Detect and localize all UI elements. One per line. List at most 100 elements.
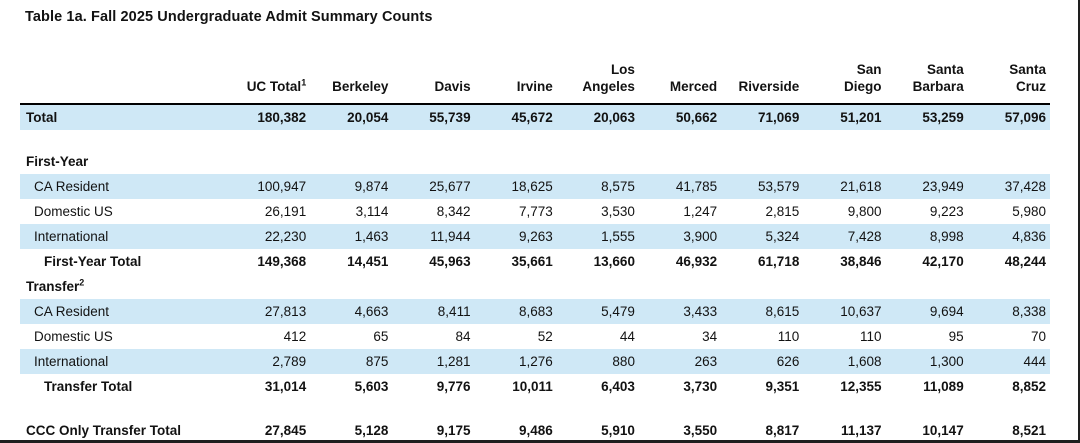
cell: 5,603: [354, 379, 389, 394]
cell: 3,530: [601, 204, 635, 219]
cell: 42,170: [922, 254, 964, 269]
cell: [968, 274, 1050, 299]
spacer-cell: [20, 399, 1050, 418]
row-label: International: [20, 349, 229, 374]
table-row: CCC Only Transfer Total 27,845 5,128 9,175 9…: [20, 418, 1050, 440]
cell: 412: [283, 329, 307, 344]
cell: 9,223: [929, 204, 964, 219]
table-row: CA Resident 27,813 4,663 8,411 8,683 5,479 3,4…: [20, 299, 1050, 324]
cell: 8,817: [765, 423, 800, 438]
cell: [228, 149, 310, 174]
cell: 8,521: [1012, 423, 1046, 438]
cell: 9,486: [518, 423, 553, 438]
cell: 875: [310, 349, 393, 374]
cell: 11,137: [840, 423, 882, 438]
cell: 149,368: [257, 254, 307, 269]
table-row: CA Resident 100,947 9,874 25,677 18,625 8,575…: [20, 174, 1050, 199]
cell: 1,608: [803, 349, 886, 374]
cell: 35,661: [511, 254, 553, 269]
cell: 8,683: [474, 299, 557, 324]
row-label: Transfer Total: [44, 379, 133, 394]
cell: 8,575: [556, 174, 639, 199]
cell: 9,874: [310, 174, 393, 199]
column-header-merced: Merced: [638, 40, 722, 105]
cell: [803, 274, 885, 299]
cell: 11,944: [392, 224, 475, 249]
cell: 8,342: [436, 204, 471, 219]
cell: 57,096: [967, 104, 1050, 130]
cell: 25,677: [392, 174, 475, 199]
cell: 9,776: [436, 379, 471, 394]
row-label: Total: [20, 104, 229, 130]
cell: 8,411: [392, 299, 475, 324]
table-header: UC Total1 Berkeley Davis Irvine Los Angeles Me…: [20, 40, 1050, 105]
cell: 53,579: [721, 174, 804, 199]
cell: [639, 149, 721, 174]
cell: 34: [702, 329, 718, 344]
cell: 13,660: [593, 254, 635, 269]
cell: 44: [619, 329, 635, 344]
cell: [392, 274, 474, 299]
row-label: Domestic US: [34, 204, 113, 219]
cell: [475, 149, 557, 174]
cell: [968, 149, 1050, 174]
table-body: Total 180,382 20,054 55,739 45,672 20,063 50,6…: [20, 104, 1050, 440]
cell: 5,910: [601, 423, 635, 438]
column-header-santa-cruz: Santa Cruz: [967, 40, 1050, 105]
cell: 4,663: [310, 299, 393, 324]
cell: [392, 149, 474, 174]
cell: 1,247: [683, 204, 718, 219]
cell: 61,718: [758, 254, 800, 269]
cell: [228, 274, 310, 299]
cell: [639, 274, 721, 299]
cell: 18,625: [474, 174, 557, 199]
cell: 45,672: [474, 104, 557, 130]
cell: 110: [777, 329, 800, 344]
cell: 180,382: [228, 104, 311, 130]
cell: 100,947: [228, 174, 311, 199]
table-row: Transfer2: [20, 274, 1050, 299]
cell: 10,011: [512, 379, 553, 394]
cell: 37,428: [967, 174, 1050, 199]
cell: 22,230: [228, 224, 311, 249]
cell: 6,403: [601, 379, 635, 394]
row-label-column-header: [20, 40, 229, 105]
table-row: Domestic US 26,191 3,114 8,342 7,773 3,530 1,2…: [20, 199, 1050, 224]
cell: 31,014: [264, 379, 307, 394]
cell: 46,932: [675, 254, 718, 269]
cell: 10,637: [803, 299, 886, 324]
cell: 41,785: [638, 174, 722, 199]
spacer-row: [20, 130, 1050, 149]
cell: 9,800: [847, 204, 882, 219]
cell: 27,845: [264, 423, 307, 438]
cell: 1,555: [556, 224, 639, 249]
row-label: CCC Only Transfer Total: [26, 423, 182, 438]
row-label: CA Resident: [20, 174, 229, 199]
column-header-irvine: Irvine: [474, 40, 557, 105]
cell: 3,730: [683, 379, 718, 394]
cell: 1,281: [392, 349, 475, 374]
cell: [557, 149, 639, 174]
spacer-row: [20, 399, 1050, 418]
column-header-davis: Davis: [392, 40, 475, 105]
column-header-riverside: Riverside: [721, 40, 804, 105]
cell: 14,451: [347, 254, 389, 269]
cell: 55,739: [392, 104, 475, 130]
table-row: International 22,230 1,463 11,944 9,263 1,555…: [20, 224, 1050, 249]
cell: [310, 149, 392, 174]
footnote-marker: 1: [301, 77, 307, 88]
cell: 3,900: [638, 224, 722, 249]
cell: 21,618: [803, 174, 886, 199]
cell: 110: [859, 329, 882, 344]
cell: 4,836: [967, 224, 1050, 249]
cell: [886, 274, 968, 299]
cell: [475, 274, 557, 299]
cell: 26,191: [264, 204, 307, 219]
cell: 11,089: [923, 379, 964, 394]
cell: [803, 149, 885, 174]
cell: 5,128: [354, 423, 389, 438]
cell: 51,201: [803, 104, 886, 130]
cell: 1,463: [310, 224, 393, 249]
cell: 20,054: [310, 104, 393, 130]
